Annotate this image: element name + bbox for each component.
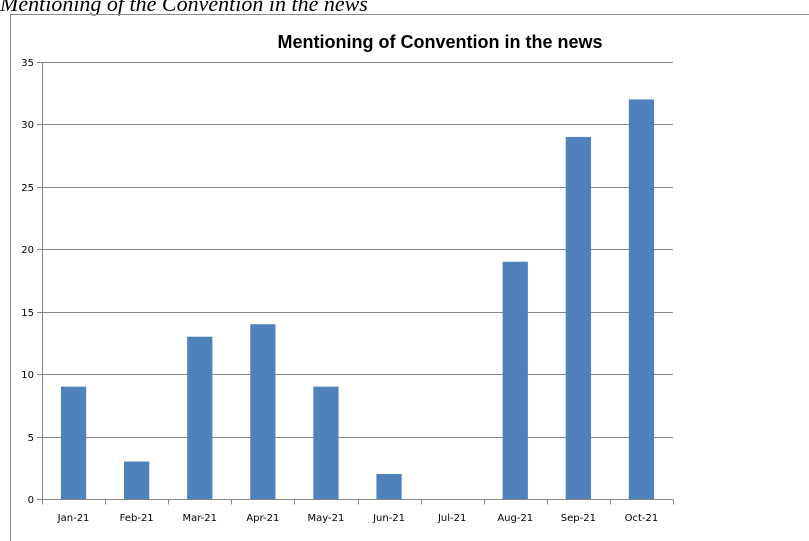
bar-may-21	[313, 386, 339, 499]
y-tick-label: 35	[21, 58, 34, 69]
bar-mar-21	[187, 336, 213, 499]
x-tick-label: Jul-21	[437, 513, 466, 524]
x-tick-label: May-21	[308, 513, 345, 524]
y-tick-label: 10	[21, 370, 34, 381]
x-tick-label: Jun-21	[372, 513, 405, 524]
y-tick-label: 5	[28, 433, 34, 444]
bar-oct-21	[628, 99, 655, 499]
y-tick-label: 15	[21, 308, 34, 319]
chart-frame	[10, 14, 809, 541]
x-tick-label: Mar-21	[182, 513, 217, 524]
y-tick-label: 20	[21, 245, 34, 256]
bar-aug-21	[502, 261, 528, 499]
x-tick-label: Feb-21	[120, 513, 154, 524]
bars	[60, 99, 655, 499]
y-tick-label: 0	[28, 495, 34, 506]
bar-apr-21	[250, 324, 276, 499]
chart-title: Mentioning of Convention in the news	[278, 32, 603, 52]
bar-jun-21	[376, 474, 402, 499]
x-tick-labels: Jan-21 Feb-21 Mar-21 Apr-21 May-21 Jun-21 Jul-…	[57, 513, 659, 524]
x-tick-label: Aug-21	[497, 513, 533, 524]
x-tick-label: Oct-21	[625, 513, 659, 524]
x-tick-label: Apr-21	[246, 513, 279, 524]
y-tick-label: 30	[21, 120, 34, 131]
bar-feb-21	[124, 461, 150, 499]
x-tick-label: Sep-21	[561, 513, 596, 524]
figure-caption: Mentioning of the Convention in the news	[0, 0, 368, 16]
axes	[37, 62, 674, 505]
x-tick-label: Jan-21	[57, 513, 90, 524]
bar-sep-21	[565, 136, 591, 499]
bar-jan-21	[60, 386, 87, 499]
y-tick-label: 25	[21, 183, 34, 194]
y-tick-labels: 0 5 10 15 20 25 30 35	[21, 58, 34, 506]
